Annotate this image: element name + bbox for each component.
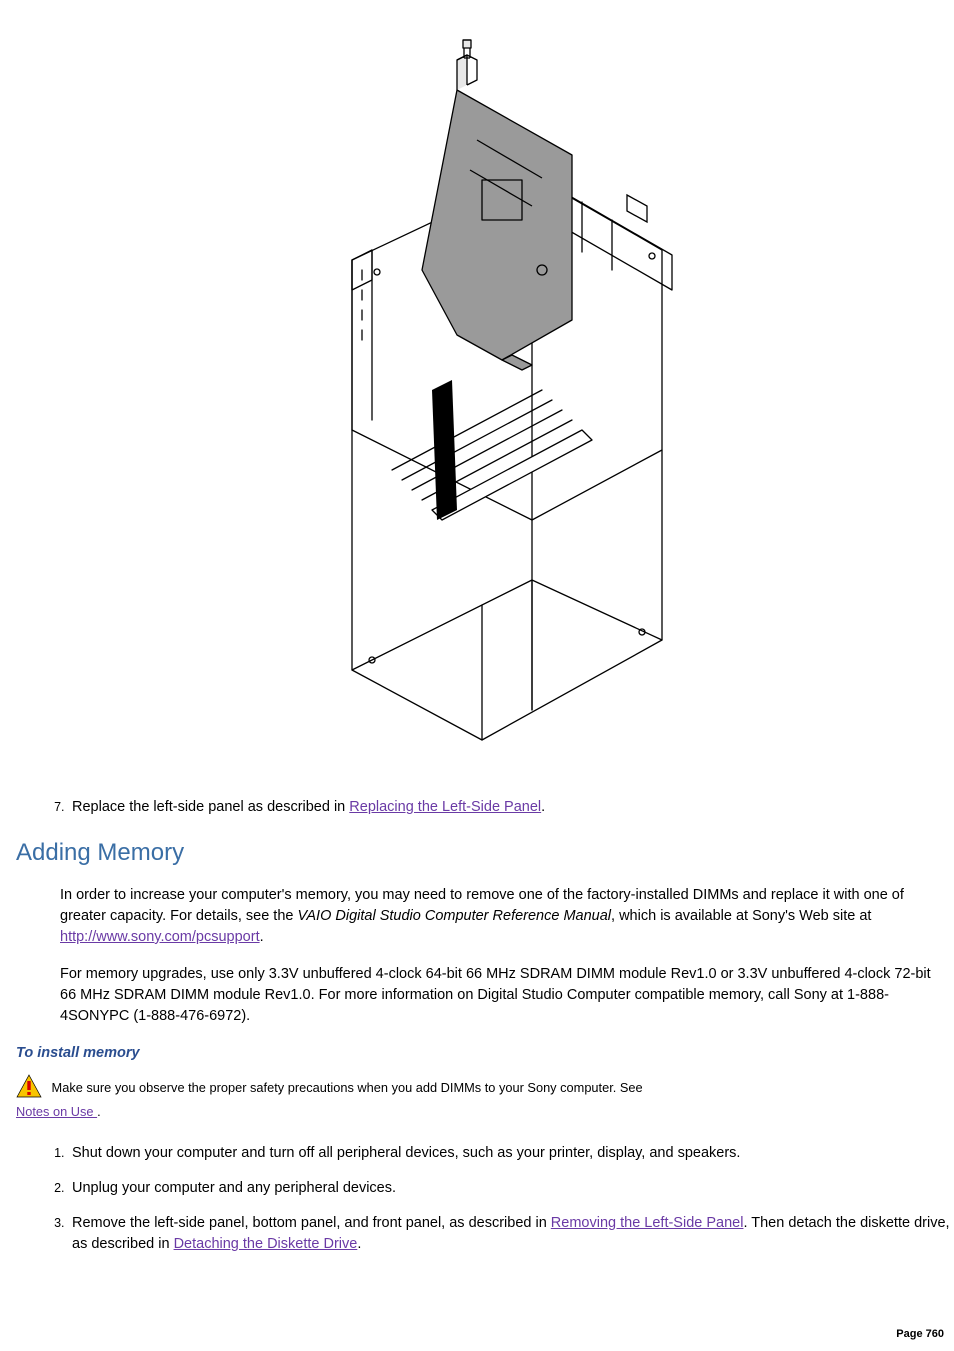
step-7: Replace the left-side panel as described… — [68, 797, 954, 818]
step-7-pre: Replace the left-side panel as described… — [72, 799, 349, 815]
adding-memory-heading: Adding Memory — [16, 836, 954, 871]
warn-text: Make sure you observe the proper safety … — [48, 1080, 643, 1095]
chassis-diagram-svg — [282, 20, 682, 760]
notes-on-use-link[interactable]: Notes on Use — [16, 1104, 97, 1119]
removing-left-side-panel-link[interactable]: Removing the Left-Side Panel — [551, 1215, 744, 1231]
step-7-post: . — [541, 799, 545, 815]
install-memory-steps: Shut down your computer and turn off all… — [10, 1143, 954, 1255]
safety-warning: Make sure you observe the proper safety … — [16, 1074, 954, 1121]
warning-icon — [16, 1074, 42, 1103]
p1-t2: , which is available at Sony's Web site … — [611, 908, 871, 924]
detaching-diskette-drive-link[interactable]: Detaching the Diskette Drive — [174, 1236, 358, 1252]
warn-post: . — [97, 1104, 101, 1119]
install-step-3: Remove the left-side panel, bottom panel… — [68, 1213, 954, 1255]
p1-italic: VAIO Digital Studio Computer Reference M… — [298, 908, 612, 924]
s3-t1: Remove the left-side panel, bottom panel… — [72, 1215, 551, 1231]
to-install-memory-subhead: To install memory — [16, 1043, 954, 1064]
install-step-2: Unplug your computer and any peripheral … — [68, 1178, 954, 1199]
p1-t3: . — [260, 929, 264, 945]
memory-spec-paragraph: For memory upgrades, use only 3.3V unbuf… — [60, 964, 954, 1027]
replacing-left-side-panel-link[interactable]: Replacing the Left-Side Panel — [349, 799, 541, 815]
page-number: Page 760 — [896, 1327, 944, 1343]
steps-list-replace-panel: Replace the left-side panel as described… — [10, 797, 954, 818]
s3-t3: . — [357, 1236, 361, 1252]
sony-support-link[interactable]: http://www.sony.com/pcsupport — [60, 929, 260, 945]
expansion-card-figure — [10, 20, 954, 767]
memory-intro-paragraph: In order to increase your computer's mem… — [60, 885, 954, 948]
install-step-1: Shut down your computer and turn off all… — [68, 1143, 954, 1164]
